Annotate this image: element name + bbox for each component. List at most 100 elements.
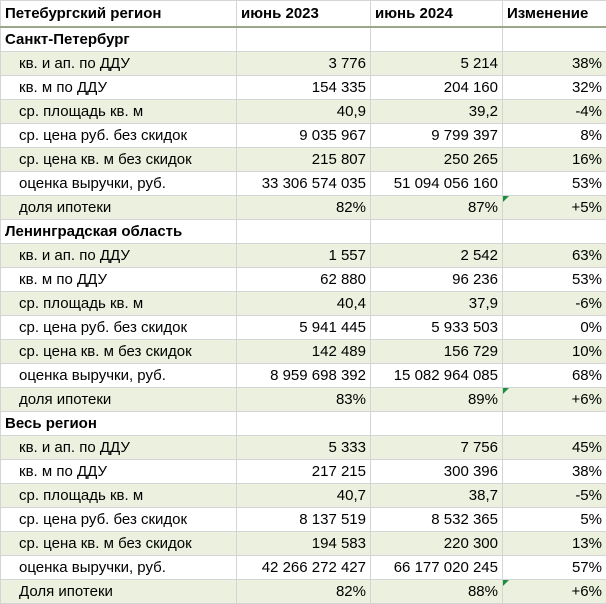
empty-cell[interactable] xyxy=(503,412,606,436)
value-june-2024[interactable]: 2 542 xyxy=(371,244,503,268)
empty-cell[interactable] xyxy=(371,27,503,52)
value-june-2024[interactable]: 250 265 xyxy=(371,148,503,172)
row-label[interactable]: ср. площадь кв. м xyxy=(1,292,237,316)
value-change[interactable]: -6% xyxy=(503,292,606,316)
value-june-2024[interactable]: 204 160 xyxy=(371,76,503,100)
row-label[interactable]: доля ипотеки xyxy=(1,388,237,412)
value-june-2024[interactable]: 15 082 964 085 xyxy=(371,364,503,388)
value-june-2023[interactable]: 3 776 xyxy=(237,52,371,76)
header-june-2024[interactable]: июнь 2024 xyxy=(371,1,503,28)
row-label[interactable]: доля ипотеки xyxy=(1,196,237,220)
row-label[interactable]: оценка выручки, руб. xyxy=(1,364,237,388)
value-change[interactable]: -5% xyxy=(503,484,606,508)
value-june-2024[interactable]: 88% xyxy=(371,580,503,604)
row-label[interactable]: кв. м по ДДУ xyxy=(1,268,237,292)
value-june-2024[interactable]: 9 799 397 xyxy=(371,124,503,148)
value-june-2023[interactable]: 83% xyxy=(237,388,371,412)
empty-cell[interactable] xyxy=(237,220,371,244)
row-label[interactable]: кв. и ап. по ДДУ xyxy=(1,436,237,460)
value-change[interactable]: 53% xyxy=(503,268,606,292)
section-title[interactable]: Ленинградская область xyxy=(1,220,237,244)
value-june-2024[interactable]: 96 236 xyxy=(371,268,503,292)
row-label[interactable]: кв. и ап. по ДДУ xyxy=(1,52,237,76)
value-june-2024[interactable]: 7 756 xyxy=(371,436,503,460)
value-june-2023[interactable]: 194 583 xyxy=(237,532,371,556)
section-title[interactable]: Весь регион xyxy=(1,412,237,436)
empty-cell[interactable] xyxy=(371,220,503,244)
value-june-2024[interactable]: 156 729 xyxy=(371,340,503,364)
value-change[interactable]: 13% xyxy=(503,532,606,556)
value-june-2023[interactable]: 217 215 xyxy=(237,460,371,484)
value-change[interactable]: 5% xyxy=(503,508,606,532)
value-june-2024[interactable]: 300 396 xyxy=(371,460,503,484)
empty-cell[interactable] xyxy=(503,27,606,52)
value-change[interactable]: 0% xyxy=(503,316,606,340)
row-label[interactable]: кв. м по ДДУ xyxy=(1,460,237,484)
value-change[interactable]: +6% xyxy=(503,388,606,412)
empty-cell[interactable] xyxy=(371,412,503,436)
value-june-2023[interactable]: 9 035 967 xyxy=(237,124,371,148)
empty-cell[interactable] xyxy=(237,412,371,436)
row-label[interactable]: ср. цена руб. без скидок xyxy=(1,316,237,340)
value-june-2023[interactable]: 5 333 xyxy=(237,436,371,460)
row-label[interactable]: ср. цена кв. м без скидок xyxy=(1,532,237,556)
section-title[interactable]: Санкт-Петербург xyxy=(1,27,237,52)
row-label[interactable]: ср. цена кв. м без скидок xyxy=(1,340,237,364)
value-june-2023[interactable]: 40,4 xyxy=(237,292,371,316)
value-change[interactable]: +6% xyxy=(503,580,606,604)
row-label[interactable]: кв. м по ДДУ xyxy=(1,76,237,100)
value-june-2024[interactable]: 5 214 xyxy=(371,52,503,76)
value-change[interactable]: 68% xyxy=(503,364,606,388)
value-change[interactable]: 8% xyxy=(503,124,606,148)
empty-cell[interactable] xyxy=(237,27,371,52)
value-june-2023[interactable]: 8 137 519 xyxy=(237,508,371,532)
header-region[interactable]: Петебургский регион xyxy=(1,1,237,28)
value-june-2024[interactable]: 37,9 xyxy=(371,292,503,316)
value-change[interactable]: 16% xyxy=(503,148,606,172)
value-june-2023[interactable]: 82% xyxy=(237,196,371,220)
value-june-2024[interactable]: 66 177 020 245 xyxy=(371,556,503,580)
row-label[interactable]: ср. площадь кв. м xyxy=(1,100,237,124)
value-change[interactable]: +5% xyxy=(503,196,606,220)
value-june-2024[interactable]: 38,7 xyxy=(371,484,503,508)
value-change[interactable]: 45% xyxy=(503,436,606,460)
value-june-2023[interactable]: 40,7 xyxy=(237,484,371,508)
value-change[interactable]: 57% xyxy=(503,556,606,580)
value-change[interactable]: 38% xyxy=(503,52,606,76)
value-change[interactable]: 63% xyxy=(503,244,606,268)
value-june-2024[interactable]: 5 933 503 xyxy=(371,316,503,340)
value-june-2023[interactable]: 142 489 xyxy=(237,340,371,364)
value-june-2024[interactable]: 89% xyxy=(371,388,503,412)
row-label[interactable]: оценка выручки, руб. xyxy=(1,556,237,580)
value-june-2024[interactable]: 39,2 xyxy=(371,100,503,124)
value-change[interactable]: 53% xyxy=(503,172,606,196)
value-change[interactable]: 32% xyxy=(503,76,606,100)
header-june-2023[interactable]: июнь 2023 xyxy=(237,1,371,28)
row-label[interactable]: ср. площадь кв. м xyxy=(1,484,237,508)
value-june-2023[interactable]: 8 959 698 392 xyxy=(237,364,371,388)
value-change[interactable]: 10% xyxy=(503,340,606,364)
value-change[interactable]: 38% xyxy=(503,460,606,484)
value-june-2023[interactable]: 1 557 xyxy=(237,244,371,268)
value-june-2024[interactable]: 51 094 056 160 xyxy=(371,172,503,196)
value-change[interactable]: -4% xyxy=(503,100,606,124)
value-june-2023[interactable]: 42 266 272 427 xyxy=(237,556,371,580)
value-june-2024[interactable]: 87% xyxy=(371,196,503,220)
value-june-2023[interactable]: 215 807 xyxy=(237,148,371,172)
row-label[interactable]: оценка выручки, руб. xyxy=(1,172,237,196)
value-june-2023[interactable]: 40,9 xyxy=(237,100,371,124)
empty-cell[interactable] xyxy=(503,220,606,244)
row-label[interactable]: Доля ипотеки xyxy=(1,580,237,604)
value-june-2023[interactable]: 33 306 574 035 xyxy=(237,172,371,196)
value-june-2024[interactable]: 8 532 365 xyxy=(371,508,503,532)
value-june-2023[interactable]: 82% xyxy=(237,580,371,604)
row-label[interactable]: ср. цена руб. без скидок xyxy=(1,124,237,148)
header-change[interactable]: Изменение xyxy=(503,1,606,28)
row-label[interactable]: ср. цена кв. м без скидок xyxy=(1,148,237,172)
value-june-2023[interactable]: 5 941 445 xyxy=(237,316,371,340)
value-june-2023[interactable]: 154 335 xyxy=(237,76,371,100)
row-label[interactable]: ср. цена руб. без скидок xyxy=(1,508,237,532)
value-june-2024[interactable]: 220 300 xyxy=(371,532,503,556)
row-label[interactable]: кв. и ап. по ДДУ xyxy=(1,244,237,268)
value-june-2023[interactable]: 62 880 xyxy=(237,268,371,292)
